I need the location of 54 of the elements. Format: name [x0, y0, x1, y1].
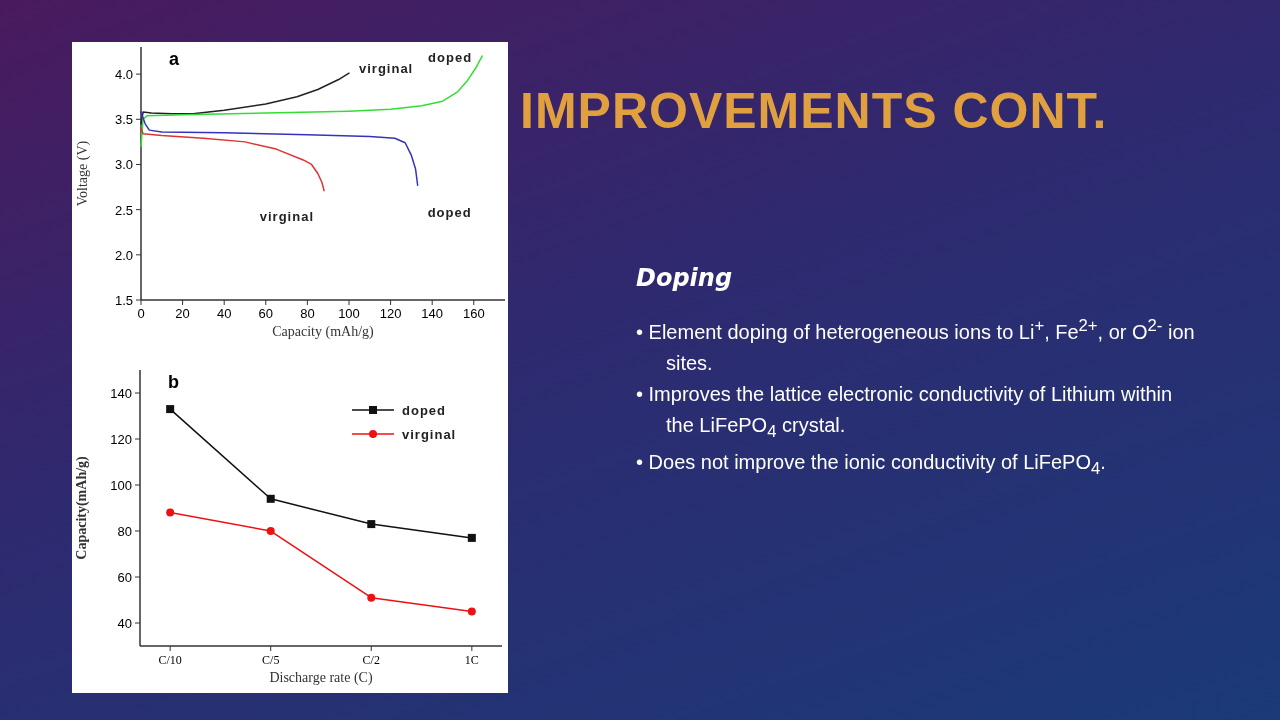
- y-tick-label: 3.5: [114, 112, 133, 128]
- series-label: virginal: [359, 61, 414, 77]
- line-series: [140, 111, 419, 186]
- point: [266, 527, 275, 535]
- text: IMPROVEMENTS CONT.: [520, 82, 1108, 140]
- y-axis-title: Voltage (V): [75, 140, 91, 207]
- point: [467, 533, 476, 542]
- x-tick-label: C/5: [262, 653, 280, 667]
- x-tick-label: C/10: [158, 653, 182, 667]
- point: [166, 405, 175, 414]
- x-tick-label: C/2: [362, 653, 380, 667]
- x-tick-label: 120: [379, 306, 402, 321]
- line-series: [140, 127, 325, 192]
- text: • Does not improve the ionic conductivity of LiFePO$_{4}$.: [636, 449, 1107, 480]
- y-tick-label: 3.0: [114, 157, 133, 173]
- series-label: doped: [428, 50, 473, 66]
- point: [367, 593, 376, 602]
- point: [367, 520, 376, 529]
- legend-label: doped: [402, 403, 446, 418]
- x-tick-label: 0: [137, 306, 145, 321]
- line-series: [140, 72, 350, 125]
- y-tick-label: 80: [117, 524, 132, 539]
- x-tick-label: 100: [338, 306, 360, 321]
- point: [467, 607, 476, 616]
- y-tick-label: 40: [117, 616, 132, 631]
- x-tick-label: 40: [216, 306, 232, 321]
- y-axis-title: Capacity(mAh/g): [74, 455, 90, 560]
- x-tick-label: 140: [421, 306, 444, 321]
- y-tick-label: 100: [110, 478, 132, 493]
- legend-label: virginal: [402, 427, 457, 442]
- y-tick-label: 4.0: [114, 67, 133, 83]
- y-tick-label: 60: [117, 570, 132, 585]
- point: [266, 494, 275, 503]
- text: Doping: [636, 264, 733, 292]
- x-tick-label: 20: [175, 306, 190, 321]
- x-tick-label: 1C: [464, 653, 479, 667]
- y-tick-label: 2.0: [114, 247, 133, 263]
- y-tick-label: 1.5: [114, 293, 133, 308]
- y-tick-label: 120: [110, 432, 132, 447]
- annotation: b: [168, 372, 179, 392]
- annotation: a: [169, 49, 180, 69]
- text: • Element doping of heterogeneous ions to Li$^{+}$, Fe$^{2+}$, or O$^{2-}$ ion sites.: [636, 316, 1195, 374]
- x-axis-title: Capacity (mAh/g): [272, 324, 375, 340]
- point: [166, 508, 175, 517]
- x-axis-title: Discharge rate (C): [269, 670, 373, 686]
- y-tick-label: 2.5: [114, 202, 133, 218]
- text: • Improves the lattice electronic conductivity of Lithium within the LiFePO$_{4}$ crystal.: [636, 381, 1174, 443]
- x-tick-label: 80: [300, 306, 315, 321]
- x-tick-label: 60: [258, 306, 274, 321]
- y-tick-label: 140: [110, 386, 132, 401]
- series-label: doped: [427, 205, 472, 221]
- x-tick-label: 160: [462, 306, 485, 321]
- line-series: [140, 55, 483, 148]
- series-label: virginal: [259, 208, 315, 224]
